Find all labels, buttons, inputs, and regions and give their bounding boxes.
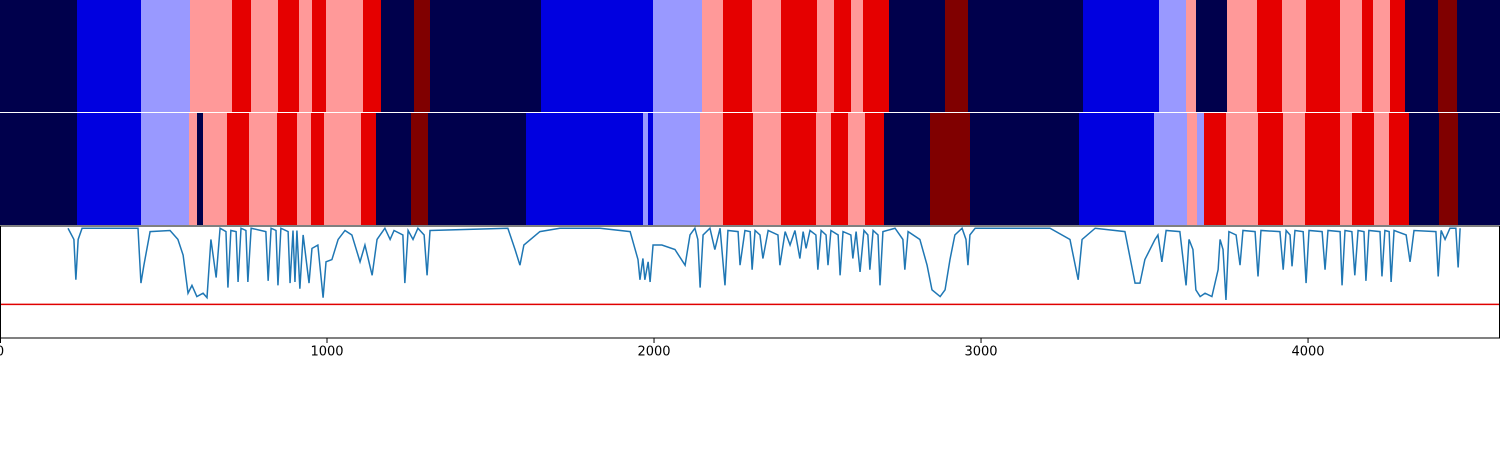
segment [850,0,864,112]
segment [1457,0,1500,112]
segment [1362,0,1374,112]
segment [1409,113,1440,225]
segment [1405,0,1439,112]
segment [296,113,312,225]
segment [526,113,644,225]
segment [248,113,278,225]
segment [1204,113,1227,225]
segment [1374,113,1390,225]
segment [0,113,78,225]
segment [816,0,835,112]
segment [1439,113,1459,225]
segment [430,0,542,112]
segment [326,0,364,112]
segment [361,113,377,225]
segment [702,0,724,112]
segment [967,0,1084,112]
segment [1083,0,1160,112]
segment [226,113,250,225]
segment [833,0,852,112]
segment [311,0,327,112]
segment [830,113,849,225]
segment [324,113,362,225]
segment [653,0,703,112]
segment [1225,113,1259,225]
segment [1154,113,1188,225]
segment [1438,0,1458,112]
segment [298,0,313,112]
segment [76,113,142,225]
segment [376,113,412,225]
segment [1257,0,1283,112]
segment [780,0,818,112]
segment [140,113,190,225]
segment [540,0,654,112]
segment [189,113,198,225]
segment [1458,113,1500,225]
x-tick-label: 2000 [637,345,670,360]
segment [380,0,415,112]
segment [196,113,204,225]
segment [277,0,300,112]
segment [883,113,931,225]
segment [428,113,527,225]
segment [189,0,233,112]
segment [203,113,228,225]
segment [1158,0,1187,112]
segment [251,0,279,112]
segment [969,113,1080,225]
segment [1305,113,1341,225]
segment [276,113,298,225]
segment [1352,113,1375,225]
segment [753,113,782,225]
segment [1373,0,1391,112]
segment [1281,0,1307,112]
segment [362,0,382,112]
segment [0,0,78,112]
segment [648,113,654,225]
segment [411,113,429,225]
x-tick-label: 3000 [964,345,997,360]
segment [140,0,191,112]
segment [1390,0,1406,112]
segment [847,113,866,225]
segment [723,0,753,112]
segment [945,0,969,112]
segment [653,113,701,225]
segment [862,0,890,112]
segment [1197,113,1205,225]
segment [723,113,754,225]
segment [1340,0,1363,112]
segment [1389,113,1410,225]
segment [1195,0,1228,112]
segment [1187,113,1198,225]
segment [815,113,832,225]
segment [889,0,946,112]
segment [752,0,782,112]
segment [930,113,971,225]
segment [642,113,649,225]
x-tick-label: 0 [0,345,4,360]
segment [1340,113,1353,225]
segment [1258,113,1284,225]
segment [700,113,724,225]
x-tick-label: 1000 [310,345,343,360]
segment [310,113,325,225]
segment [1186,0,1197,112]
segment [1079,113,1155,225]
data-line [67,226,1461,300]
segment [1306,0,1341,112]
segment [231,0,252,112]
segment [413,0,431,112]
segment [780,113,817,225]
segment [864,113,885,225]
segment [1283,113,1306,225]
segment [76,0,142,112]
x-tick-label: 4000 [1291,345,1324,360]
segment [1226,0,1258,112]
